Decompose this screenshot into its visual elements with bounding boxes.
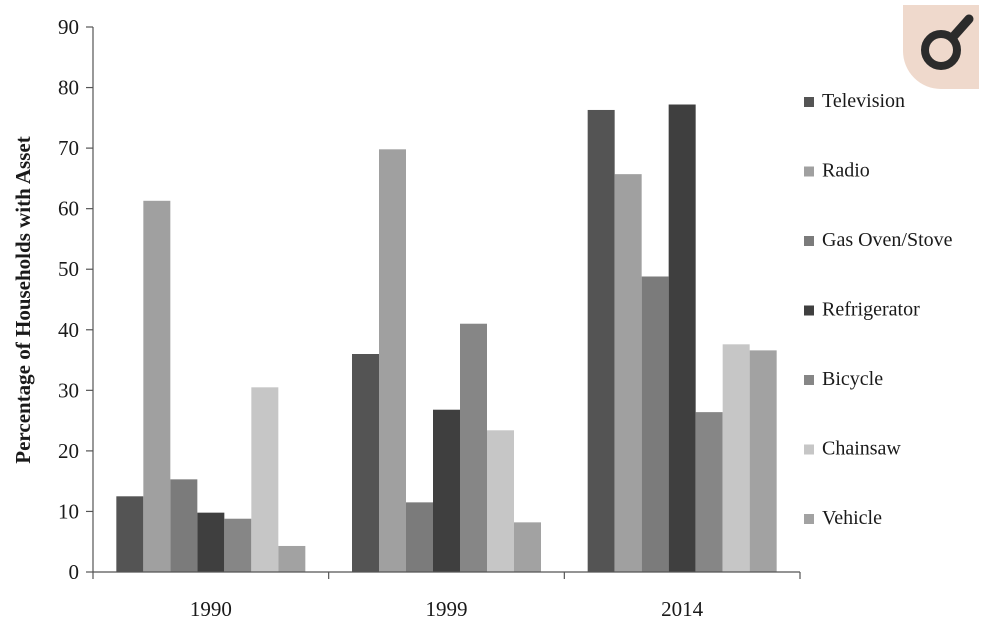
corner-badge [903,5,979,89]
y-tick-label: 90 [58,15,79,39]
bar-refrigerator-1999 [433,409,460,572]
legend-label: Radio [822,160,870,182]
bar-vehicle-1999 [514,522,541,572]
legend-label: Refrigerator [822,299,920,321]
y-tick-label: 30 [58,378,79,402]
bar-chainsaw-1999 [487,430,514,572]
legend-swatch [804,514,814,524]
bar-television-2014 [587,109,615,572]
lens-icon [921,14,974,70]
legend-swatch [804,305,814,316]
bar-radio-1999 [379,149,406,573]
legend-swatch [804,444,814,455]
bar-television-1999 [352,354,379,572]
bar-refrigerator-1990 [197,512,225,572]
y-tick-label: 20 [58,439,79,463]
y-tick-label: 50 [58,257,79,281]
x-tick-label: 1990 [190,597,232,620]
bar-refrigerator-2014 [668,104,696,572]
bar-gas-oven-stove-2014 [641,276,669,572]
y-tick-label: 60 [58,197,79,221]
x-tick-label: 1999 [426,597,468,620]
legend-label: Vehicle [822,507,882,529]
y-tick-label: 10 [58,499,79,523]
legend-label: Television [822,90,905,112]
legend-label: Chainsaw [822,438,901,460]
bar-chainsaw-1990 [251,387,279,572]
legend-label: Gas Oven/Stove [822,229,953,251]
y-tick-label: 80 [58,76,79,100]
legend-swatch [804,97,814,107]
bar-radio-1990 [143,200,171,573]
y-tick-label: 0 [69,560,80,584]
y-tick-label: 40 [58,318,79,342]
y-axis-title: Percentage of Households with Asset [11,136,35,463]
legend-label: Bicycle [822,368,883,390]
bar-chainsaw-2014 [722,344,750,572]
bar-gas-oven-stove-1990 [170,479,198,572]
bar-gas-oven-stove-1999 [406,502,433,572]
bar-vehicle-2014 [749,350,777,572]
bar-television-1990 [116,496,144,572]
bar-radio-2014 [614,174,642,572]
bar-bicycle-1999 [460,323,487,572]
bar-vehicle-1990 [278,545,306,572]
y-tick-label: 70 [58,136,79,160]
bar-bicycle-2014 [695,412,723,572]
legend-swatch [804,236,814,246]
bar-bicycle-1990 [224,518,252,572]
x-tick-label: 2014 [661,597,704,620]
legend-swatch [804,375,814,385]
legend-swatch [804,166,814,177]
